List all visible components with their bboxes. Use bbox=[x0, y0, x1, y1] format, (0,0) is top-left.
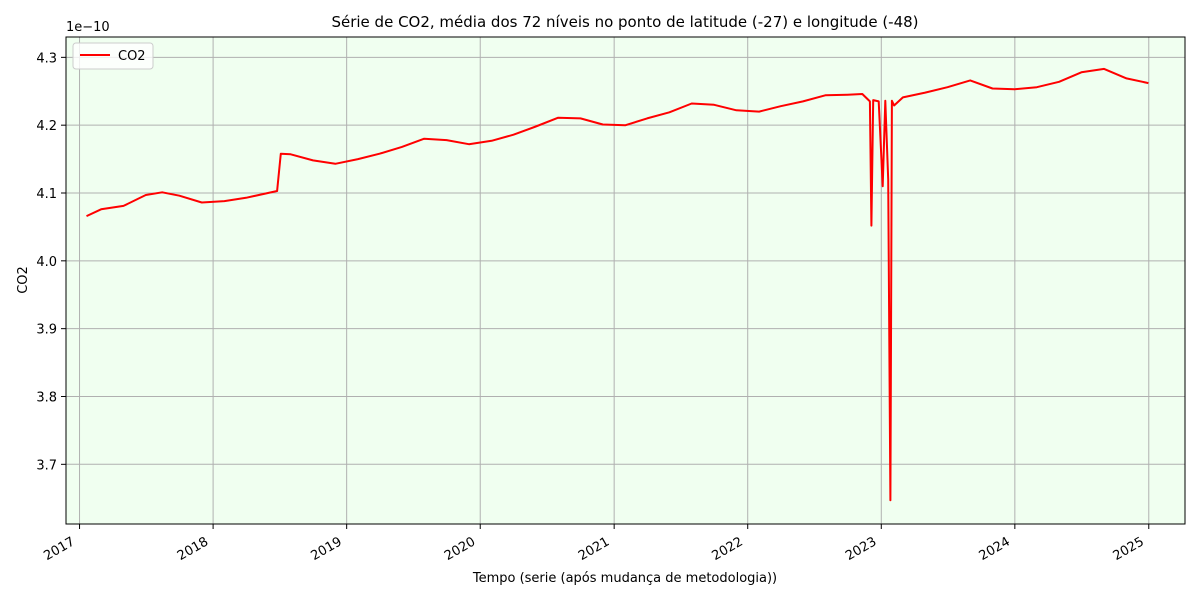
plot-area-background bbox=[66, 37, 1185, 524]
legend-label-co2: CO2 bbox=[118, 49, 146, 64]
x-tick-label: 2019 bbox=[309, 534, 345, 564]
series-line-co2 bbox=[86, 67, 1149, 502]
y-tick-label: 4.2 bbox=[36, 119, 57, 134]
x-axis-label: Tempo (serie (após mudança de metodologi… bbox=[472, 571, 777, 586]
x-tick-label: 2018 bbox=[175, 534, 211, 564]
x-tick-label: 2017 bbox=[41, 534, 77, 564]
legend: CO2 bbox=[72, 42, 154, 70]
y-tick-label: 4.0 bbox=[36, 255, 57, 270]
y-tick-label: 4.3 bbox=[36, 51, 57, 66]
x-tick-label: 2022 bbox=[710, 534, 746, 564]
x-tick-label: 2020 bbox=[442, 534, 478, 564]
y-tick-label: 3.7 bbox=[36, 458, 57, 473]
y-offset-label: 1e−10 bbox=[66, 20, 110, 35]
x-tick-label: 2021 bbox=[576, 534, 612, 564]
y-tick-label: 3.9 bbox=[36, 323, 57, 338]
x-tick-label: 2024 bbox=[977, 534, 1013, 564]
grid-layer bbox=[66, 37, 1185, 524]
y-axis-label: CO2 bbox=[16, 266, 31, 294]
x-tick-label: 2023 bbox=[843, 534, 879, 564]
legend-box bbox=[72, 42, 154, 70]
y-tick-label: 3.8 bbox=[36, 390, 57, 405]
x-tick-label: 2025 bbox=[1111, 534, 1147, 564]
plot-area-frame bbox=[65, 36, 1186, 525]
series-layer bbox=[86, 67, 1149, 502]
y-tick-label: 4.1 bbox=[36, 187, 57, 202]
chart-title: Série de CO2, média dos 72 níveis no pon… bbox=[331, 13, 918, 31]
